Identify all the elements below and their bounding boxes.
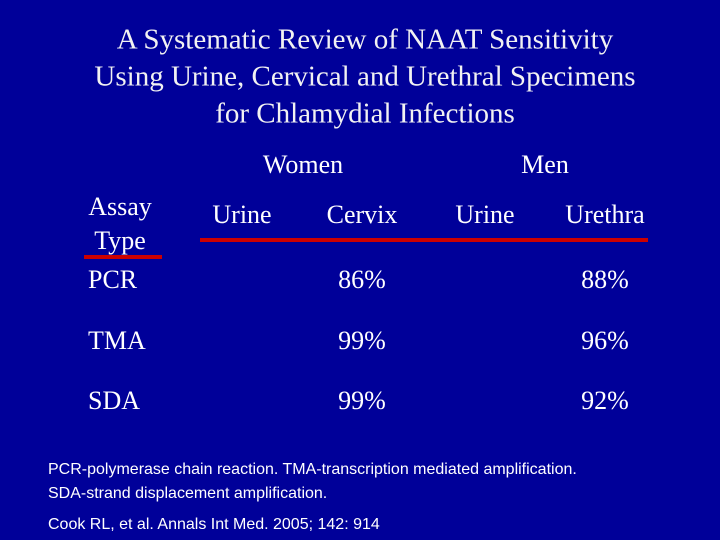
row-label: SDA bbox=[88, 386, 141, 415]
title-line: for Chlamydial Infections bbox=[215, 97, 515, 130]
table-cell: 99% bbox=[338, 326, 386, 355]
column-header: Urine bbox=[455, 200, 515, 229]
table-cell: 96% bbox=[581, 326, 629, 355]
row-label: PCR bbox=[88, 265, 138, 294]
title-line: Using Urine, Cervical and Urethral Speci… bbox=[94, 60, 636, 93]
column-header: Assay bbox=[88, 192, 152, 221]
table-cell: 86% bbox=[338, 265, 386, 294]
title-line: A Systematic Review of NAAT Sensitivity bbox=[116, 23, 614, 56]
table-cell: 92% bbox=[581, 386, 629, 415]
row-label: TMA bbox=[88, 326, 146, 355]
footnote: SDA-strand displacement amplification. bbox=[48, 485, 328, 502]
table-cell: 99% bbox=[338, 386, 386, 415]
column-header: Urine bbox=[212, 200, 272, 229]
group-header: Women bbox=[262, 150, 344, 179]
citation: Cook RL, et al. Annals Int Med. 2005; 14… bbox=[48, 516, 380, 533]
column-header: Urethra bbox=[565, 200, 645, 229]
column-header: Cervix bbox=[326, 200, 398, 229]
column-header: Type bbox=[94, 226, 146, 255]
red-rule bbox=[84, 255, 162, 259]
red-rule bbox=[200, 238, 648, 242]
group-header: Men bbox=[521, 150, 569, 179]
table-cell: 88% bbox=[581, 265, 629, 294]
footnote: PCR-polymerase chain reaction. TMA-trans… bbox=[48, 461, 577, 478]
